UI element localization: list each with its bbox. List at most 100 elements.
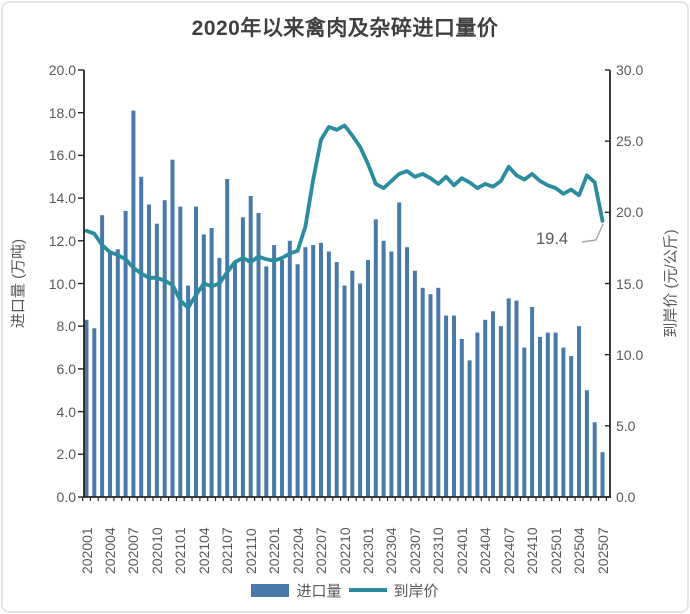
- y-axis-right-tick-label: 0.0: [616, 489, 636, 505]
- volume-bar: [444, 315, 449, 497]
- y-axis-left-tick-label: 4.0: [56, 403, 76, 420]
- volume-bar: [326, 251, 331, 497]
- y-axis-left-tick-label: 10.0: [48, 275, 76, 292]
- volume-bar: [366, 260, 370, 497]
- x-axis-tick-label: 202204: [289, 527, 306, 574]
- y-axis-right-tick-label: 30.0: [616, 62, 644, 78]
- volume-bar: [170, 159, 175, 497]
- volume-bar: [147, 204, 151, 497]
- y-axis-left-title: 进口量 (万吨): [10, 238, 28, 329]
- last-point-annotation: 19.4: [536, 230, 569, 248]
- x-axis-tick-label: 202304: [383, 527, 400, 574]
- volume-bar: [194, 206, 198, 497]
- y-axis-right-tick-label: 10.0: [616, 346, 644, 363]
- price-line: [84, 123, 605, 310]
- x-axis-tick-label: 202201: [266, 527, 283, 574]
- y-axis-right-title: 到岸价 (元/公斤): [662, 229, 680, 338]
- volume-bar: [256, 213, 261, 497]
- y-axis-left-tick-label: 2.0: [56, 446, 76, 463]
- volume-bar: [452, 315, 456, 497]
- volume-bar: [154, 223, 159, 497]
- volume-bar: [311, 245, 316, 497]
- volume-bar: [600, 452, 605, 497]
- volume-bar: [178, 206, 183, 497]
- volume-bar: [287, 240, 292, 498]
- volume-bar: [264, 266, 269, 497]
- volume-bar: [592, 422, 597, 497]
- y-axis-right-tick-label: 15.0: [616, 275, 644, 292]
- legend-bar-swatch-icon: [251, 583, 290, 597]
- volume-bar: [248, 196, 253, 497]
- volume-bar: [280, 260, 284, 497]
- y-axis-left-tick-label: 6.0: [56, 360, 76, 377]
- volume-bar: [100, 215, 105, 497]
- volume-bar: [240, 217, 245, 498]
- volume-bar: [514, 300, 519, 497]
- volume-bar: [381, 240, 386, 498]
- volume-bar: [162, 200, 167, 497]
- volume-bar: [334, 262, 339, 497]
- volume-bar: [108, 251, 112, 497]
- volume-bar: [405, 247, 409, 497]
- volume-bar: [303, 247, 308, 497]
- x-axis-tick-label: 202507: [594, 527, 611, 574]
- x-axis-tick-label: 202407: [500, 527, 517, 574]
- x-axis-tick-label: 202307: [406, 527, 423, 574]
- x-axis-tick-label: 202410: [524, 527, 541, 574]
- volume-bar: [530, 307, 535, 497]
- volume-bar: [545, 332, 550, 497]
- x-axis-tick-label: 202104: [195, 527, 212, 574]
- volume-bar: [459, 339, 464, 497]
- volume-bar: [412, 270, 417, 497]
- legend: 进口量 到岸价: [0, 581, 690, 600]
- x-axis-tick-label: 202107: [219, 527, 236, 574]
- y-axis-left-tick-label: 18.0: [48, 104, 76, 121]
- x-axis-tick-label: 202110: [242, 528, 259, 574]
- volume-bar: [420, 287, 425, 497]
- volume-bar: [569, 356, 574, 497]
- volume-bar: [350, 270, 355, 497]
- x-axis-tick-label: 202504: [571, 527, 588, 574]
- y-axis-right-title-box: 到岸价 (元/公斤): [650, 70, 690, 497]
- x-axis-tick-label: 202101: [172, 527, 189, 574]
- volume-bar: [506, 298, 511, 497]
- volume-bar: [217, 257, 222, 497]
- legend-label-volume: 进口量: [296, 582, 342, 600]
- volume-bar: [389, 251, 394, 497]
- volume-bar: [577, 326, 581, 497]
- volume-bar: [584, 390, 589, 498]
- volume-bar: [186, 285, 191, 497]
- x-axis-tick-label: 202310: [430, 527, 447, 574]
- x-axis-tick-label: 202207: [313, 527, 330, 574]
- y-axis-left-tick-label: 0.0: [56, 489, 76, 505]
- volume-bar: [92, 328, 97, 497]
- x-axis-tick-label: 202401: [453, 527, 470, 574]
- volume-bar: [84, 319, 89, 497]
- volume-bar: [373, 219, 378, 497]
- y-axis-right-tick-label: 5.0: [616, 417, 636, 434]
- x-axis-tick-label: 202501: [547, 527, 564, 574]
- volume-bar: [553, 332, 558, 497]
- volume-bar: [139, 176, 144, 498]
- y-axis-left-tick-label: 20.0: [48, 62, 76, 78]
- volume-bar: [131, 110, 136, 497]
- volume-bar: [436, 287, 441, 497]
- volume-bar: [342, 285, 347, 497]
- x-axis-tick-label: 202007: [125, 527, 142, 574]
- y-axis-right-tick-label: 25.0: [616, 133, 644, 150]
- x-axis-tick-label: 202004: [101, 527, 118, 574]
- volume-bar: [209, 228, 214, 497]
- volume-bar: [498, 326, 503, 497]
- volume-bar: [483, 319, 488, 497]
- volume-bar: [319, 242, 323, 497]
- y-axis-left-tick-label: 8.0: [56, 318, 76, 335]
- volume-bar: [233, 262, 237, 497]
- volume-bar: [272, 245, 277, 497]
- x-axis-tick-label: 202001: [78, 527, 95, 574]
- legend-label-price: 到岸价: [393, 582, 439, 600]
- y-axis-left-tick-label: 16.0: [48, 147, 76, 164]
- volume-bar: [115, 249, 120, 497]
- volume-bar: [491, 311, 495, 497]
- volume-bar: [397, 202, 402, 497]
